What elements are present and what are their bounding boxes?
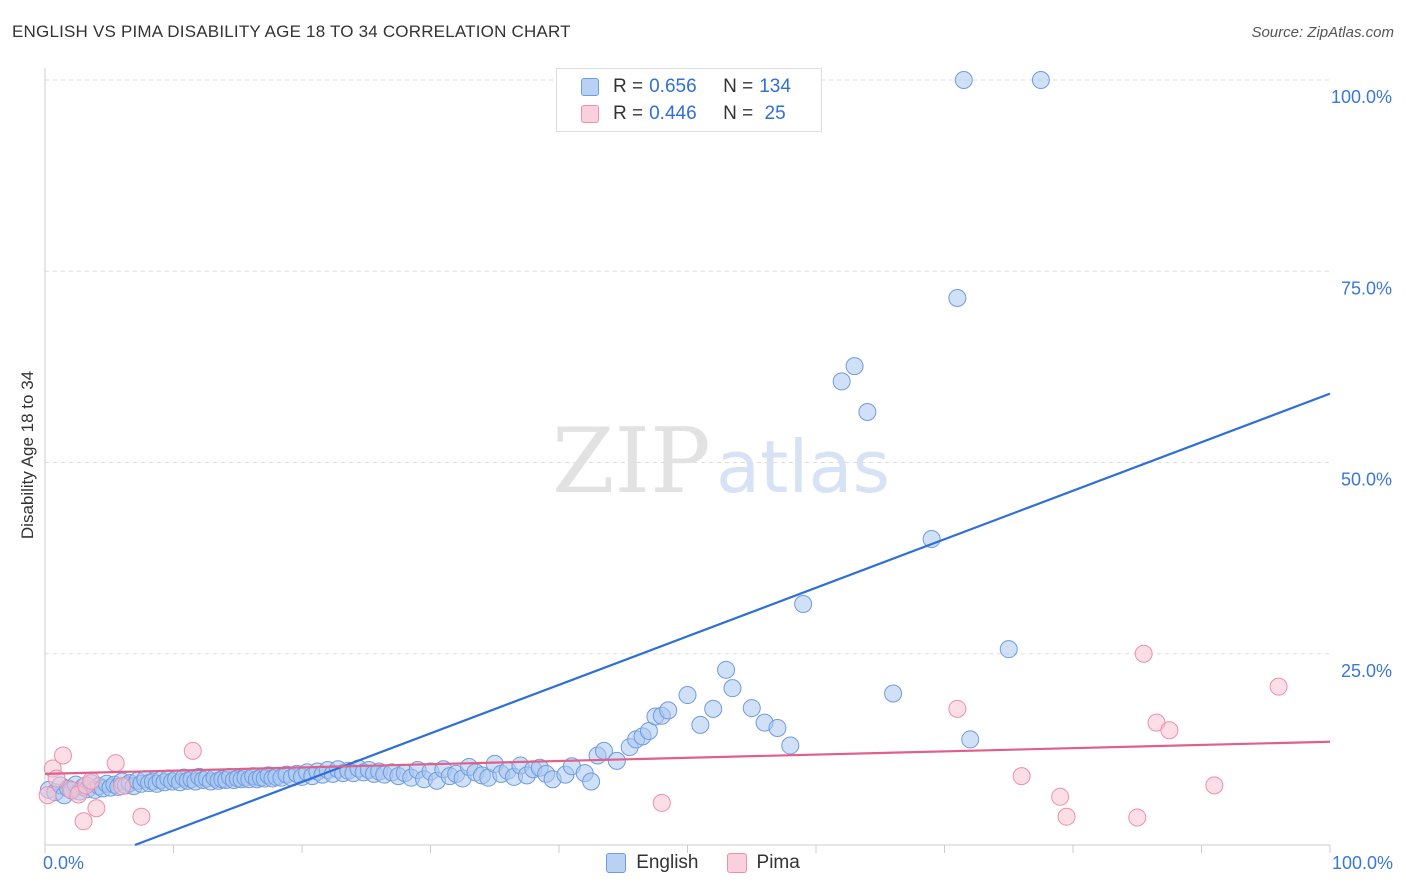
watermark-zip: ZIP (552, 409, 711, 514)
english-point-121 (691, 715, 710, 734)
pima-point-9 (106, 754, 125, 773)
tick-labels: 25.0% 50.0% 75.0% 100.0% 0.0% 100.0% (43, 87, 1393, 873)
pima-points (38, 644, 1288, 831)
english-point-138 (961, 730, 980, 749)
pima-point-13 (652, 793, 671, 812)
english-point-133 (884, 684, 903, 703)
english-point-112 (607, 751, 626, 770)
pima-point-11 (132, 807, 151, 826)
english-trend-line (134, 392, 1331, 847)
english-point-127 (768, 718, 787, 737)
trend-lines (44, 392, 1331, 847)
y-tick-label-25: 25.0% (1341, 661, 1392, 681)
legend-item-english[interactable]: English (606, 852, 699, 874)
pima-point-7 (82, 771, 101, 790)
english-point-131 (845, 357, 864, 376)
pima-n-label: N = (723, 103, 754, 124)
english-n-label: N = (723, 76, 754, 97)
pima-point-19 (1134, 644, 1153, 663)
source-label: Source: ZipAtlas.com (1251, 24, 1394, 41)
pima-legend-swatch (726, 853, 747, 873)
legend-row-pima: R = 0.446 N = 25 (581, 102, 786, 126)
english-point-123 (717, 660, 736, 679)
pima-point-24 (74, 812, 93, 831)
pima-point-23 (1269, 677, 1288, 696)
axes (44, 68, 1331, 853)
english-point-109 (582, 772, 601, 791)
y-tick-label-75: 75.0% (1341, 278, 1392, 298)
y-tick-label-100: 100.0% (1331, 87, 1392, 107)
pima-legend-label: Pima (756, 852, 800, 873)
english-point-132 (858, 403, 877, 422)
chart-title: ENGLISH VS PIMA DISABILITY AGE 18 TO 34 … (12, 22, 571, 41)
pima-point-0 (38, 786, 57, 805)
pima-point-22 (1205, 776, 1224, 795)
gridlines (45, 79, 1330, 655)
english-legend-swatch (606, 853, 627, 873)
pima-r-value: 0.446 (649, 103, 697, 124)
english-point-125 (742, 699, 761, 718)
pima-point-16 (1051, 787, 1070, 806)
english-legend-label: English (636, 852, 699, 873)
pima-r-label: R = (613, 103, 644, 124)
pima-point-3 (53, 746, 72, 765)
pima-point-10 (113, 777, 132, 796)
pima-swatch (581, 105, 599, 123)
pima-trend-line (44, 740, 1331, 775)
pima-n-value: 25 (759, 103, 786, 124)
english-n-value: 134 (759, 76, 791, 97)
english-point-130 (832, 372, 851, 391)
series-legend: English Pima (0, 852, 1406, 874)
english-r-label: R = (613, 76, 644, 97)
pima-point-15 (1012, 767, 1031, 786)
pima-point-12 (183, 741, 202, 760)
stats-legend: R = 0.656 N = 134 R = 0.446 N = 25 (556, 68, 822, 132)
watermark-atlas: atlas (716, 425, 890, 509)
english-points (39, 71, 1050, 805)
english-point-139 (999, 640, 1018, 659)
legend-item-pima[interactable]: Pima (726, 852, 800, 874)
y-tick-label-50: 50.0% (1341, 470, 1392, 490)
pima-point-18 (1128, 808, 1147, 827)
legend-row-english: R = 0.656 N = 134 (581, 75, 791, 99)
english-point-122 (704, 699, 723, 718)
x-tick-label-min: 0.0% (43, 853, 84, 873)
pima-point-8 (87, 799, 106, 818)
english-point-136 (1031, 71, 1050, 89)
english-swatch (581, 78, 599, 96)
english-r-value: 0.656 (649, 76, 697, 97)
english-point-128 (781, 736, 800, 755)
english-point-129 (794, 595, 813, 614)
pima-point-17 (1057, 807, 1076, 826)
english-point-119 (659, 701, 678, 720)
english-point-124 (723, 679, 742, 698)
pima-point-14 (948, 699, 967, 718)
english-point-120 (678, 686, 697, 705)
pima-point-21 (1160, 721, 1179, 740)
english-point-135 (954, 71, 973, 89)
x-tick-label-max: 100.0% (1332, 853, 1393, 873)
english-point-137 (948, 289, 967, 308)
